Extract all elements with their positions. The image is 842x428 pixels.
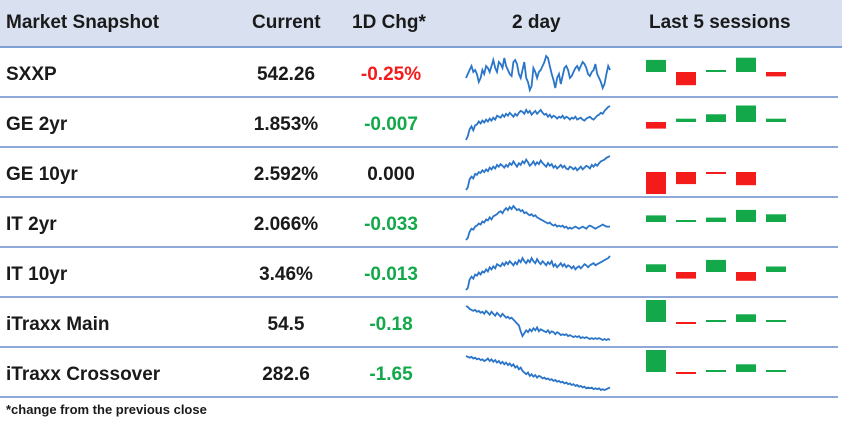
instrument-name: IT 10yr bbox=[6, 264, 68, 285]
market-snapshot-title: Market Snapshot bbox=[6, 12, 160, 33]
session-bar bbox=[706, 259, 726, 272]
session-bar bbox=[646, 215, 666, 222]
table-row: iTraxx Crossover 282.6 -1.65 bbox=[0, 348, 838, 398]
two-day-sparkline bbox=[465, 355, 611, 392]
instrument-name: GE 2yr bbox=[6, 114, 68, 135]
sparkline-path bbox=[465, 255, 611, 291]
table-row: SXXP 542.26 -0.25% bbox=[0, 48, 838, 98]
session-bar bbox=[646, 350, 666, 372]
instrument-name: SXXP bbox=[6, 64, 57, 85]
two-day-sparkline bbox=[465, 255, 611, 291]
footnote: *change from the previous close bbox=[6, 402, 207, 417]
session-bar bbox=[646, 122, 666, 129]
session-bar bbox=[646, 172, 666, 194]
last-5-sessions-bars bbox=[646, 300, 786, 324]
session-bar bbox=[766, 72, 786, 77]
session-bar bbox=[766, 370, 786, 372]
instrument-name: IT 2yr bbox=[6, 214, 57, 235]
table-row: IT 2yr 2.066% -0.033 bbox=[0, 198, 838, 248]
instrument-name: iTraxx Main bbox=[6, 314, 110, 335]
two-day-sparkline bbox=[465, 105, 611, 141]
session-bar bbox=[676, 172, 696, 185]
session-bar bbox=[766, 266, 786, 272]
last-5-sessions-column-header: Last 5 sessions bbox=[649, 12, 791, 33]
table-header: Market Snapshot Current 1D Chg* 2 day La… bbox=[0, 0, 842, 48]
last-5-sessions-bars bbox=[646, 105, 786, 129]
session-bar bbox=[706, 172, 726, 174]
daily-change: -0.18 bbox=[369, 314, 413, 335]
session-bar bbox=[706, 217, 726, 222]
sparkline-path bbox=[465, 204, 610, 241]
session-bar bbox=[706, 70, 726, 72]
current-value: 2.066% bbox=[253, 214, 319, 235]
current-value: 1.853% bbox=[253, 114, 319, 135]
daily-change: -0.007 bbox=[364, 114, 418, 135]
session-bar bbox=[736, 57, 756, 72]
last-5-sessions-bars bbox=[646, 57, 786, 86]
current-column-header: Current bbox=[252, 12, 321, 33]
two-day-column-header: 2 day bbox=[512, 12, 561, 33]
last-5-sessions-bars bbox=[646, 259, 786, 281]
session-bar bbox=[736, 272, 756, 281]
session-bar bbox=[676, 322, 696, 324]
session-bar bbox=[766, 214, 786, 222]
change-column-header: 1D Chg* bbox=[352, 12, 426, 33]
last-5-sessions-bars bbox=[646, 172, 756, 194]
session-bar bbox=[736, 209, 756, 222]
table-row: IT 10yr 3.46% -0.013 bbox=[0, 248, 838, 298]
current-value: 54.5 bbox=[267, 314, 305, 335]
session-bar bbox=[736, 105, 756, 122]
two-day-sparkline bbox=[465, 204, 610, 241]
session-bar bbox=[736, 172, 756, 186]
session-bar bbox=[766, 118, 786, 122]
session-bar bbox=[736, 364, 756, 372]
session-bar bbox=[676, 220, 696, 222]
session-bar bbox=[646, 264, 666, 272]
session-bar bbox=[676, 118, 696, 122]
session-bar bbox=[676, 72, 696, 86]
daily-change: 0.000 bbox=[367, 164, 415, 185]
daily-change: -0.033 bbox=[364, 214, 418, 235]
session-bar bbox=[646, 300, 666, 322]
sparkline-path bbox=[465, 305, 611, 342]
instrument-name: iTraxx Crossover bbox=[6, 364, 161, 385]
daily-change: -0.25% bbox=[360, 64, 422, 85]
sparkline-path bbox=[465, 54, 611, 93]
table-row: iTraxx Main 54.5 -0.18 bbox=[0, 298, 838, 348]
sparkline-path bbox=[465, 355, 611, 392]
sparkline-path bbox=[465, 155, 611, 191]
current-value: 542.26 bbox=[256, 64, 316, 85]
daily-change: -0.013 bbox=[364, 264, 418, 285]
two-day-sparkline bbox=[465, 305, 611, 342]
two-day-sparkline bbox=[465, 155, 611, 191]
session-bar bbox=[766, 320, 786, 322]
session-bar bbox=[706, 320, 726, 322]
session-bar bbox=[736, 314, 756, 322]
daily-change: -1.65 bbox=[369, 364, 413, 385]
current-value: 3.46% bbox=[259, 264, 313, 285]
session-bar bbox=[676, 272, 696, 279]
last-5-sessions-bars bbox=[646, 350, 786, 374]
instrument-name: GE 10yr bbox=[6, 164, 78, 185]
current-value: 2.592% bbox=[253, 164, 319, 185]
table-row: GE 10yr 2.592% 0.000 bbox=[0, 148, 838, 198]
last-5-sessions-bars bbox=[646, 209, 786, 222]
session-bar bbox=[706, 370, 726, 372]
session-bar bbox=[676, 372, 696, 374]
two-day-sparkline bbox=[465, 54, 611, 93]
current-value: 282.6 bbox=[262, 364, 310, 385]
session-bar bbox=[646, 59, 666, 72]
session-bar bbox=[706, 114, 726, 122]
table-row: GE 2yr 1.853% -0.007 bbox=[0, 98, 838, 148]
sparkline-path bbox=[465, 105, 611, 141]
